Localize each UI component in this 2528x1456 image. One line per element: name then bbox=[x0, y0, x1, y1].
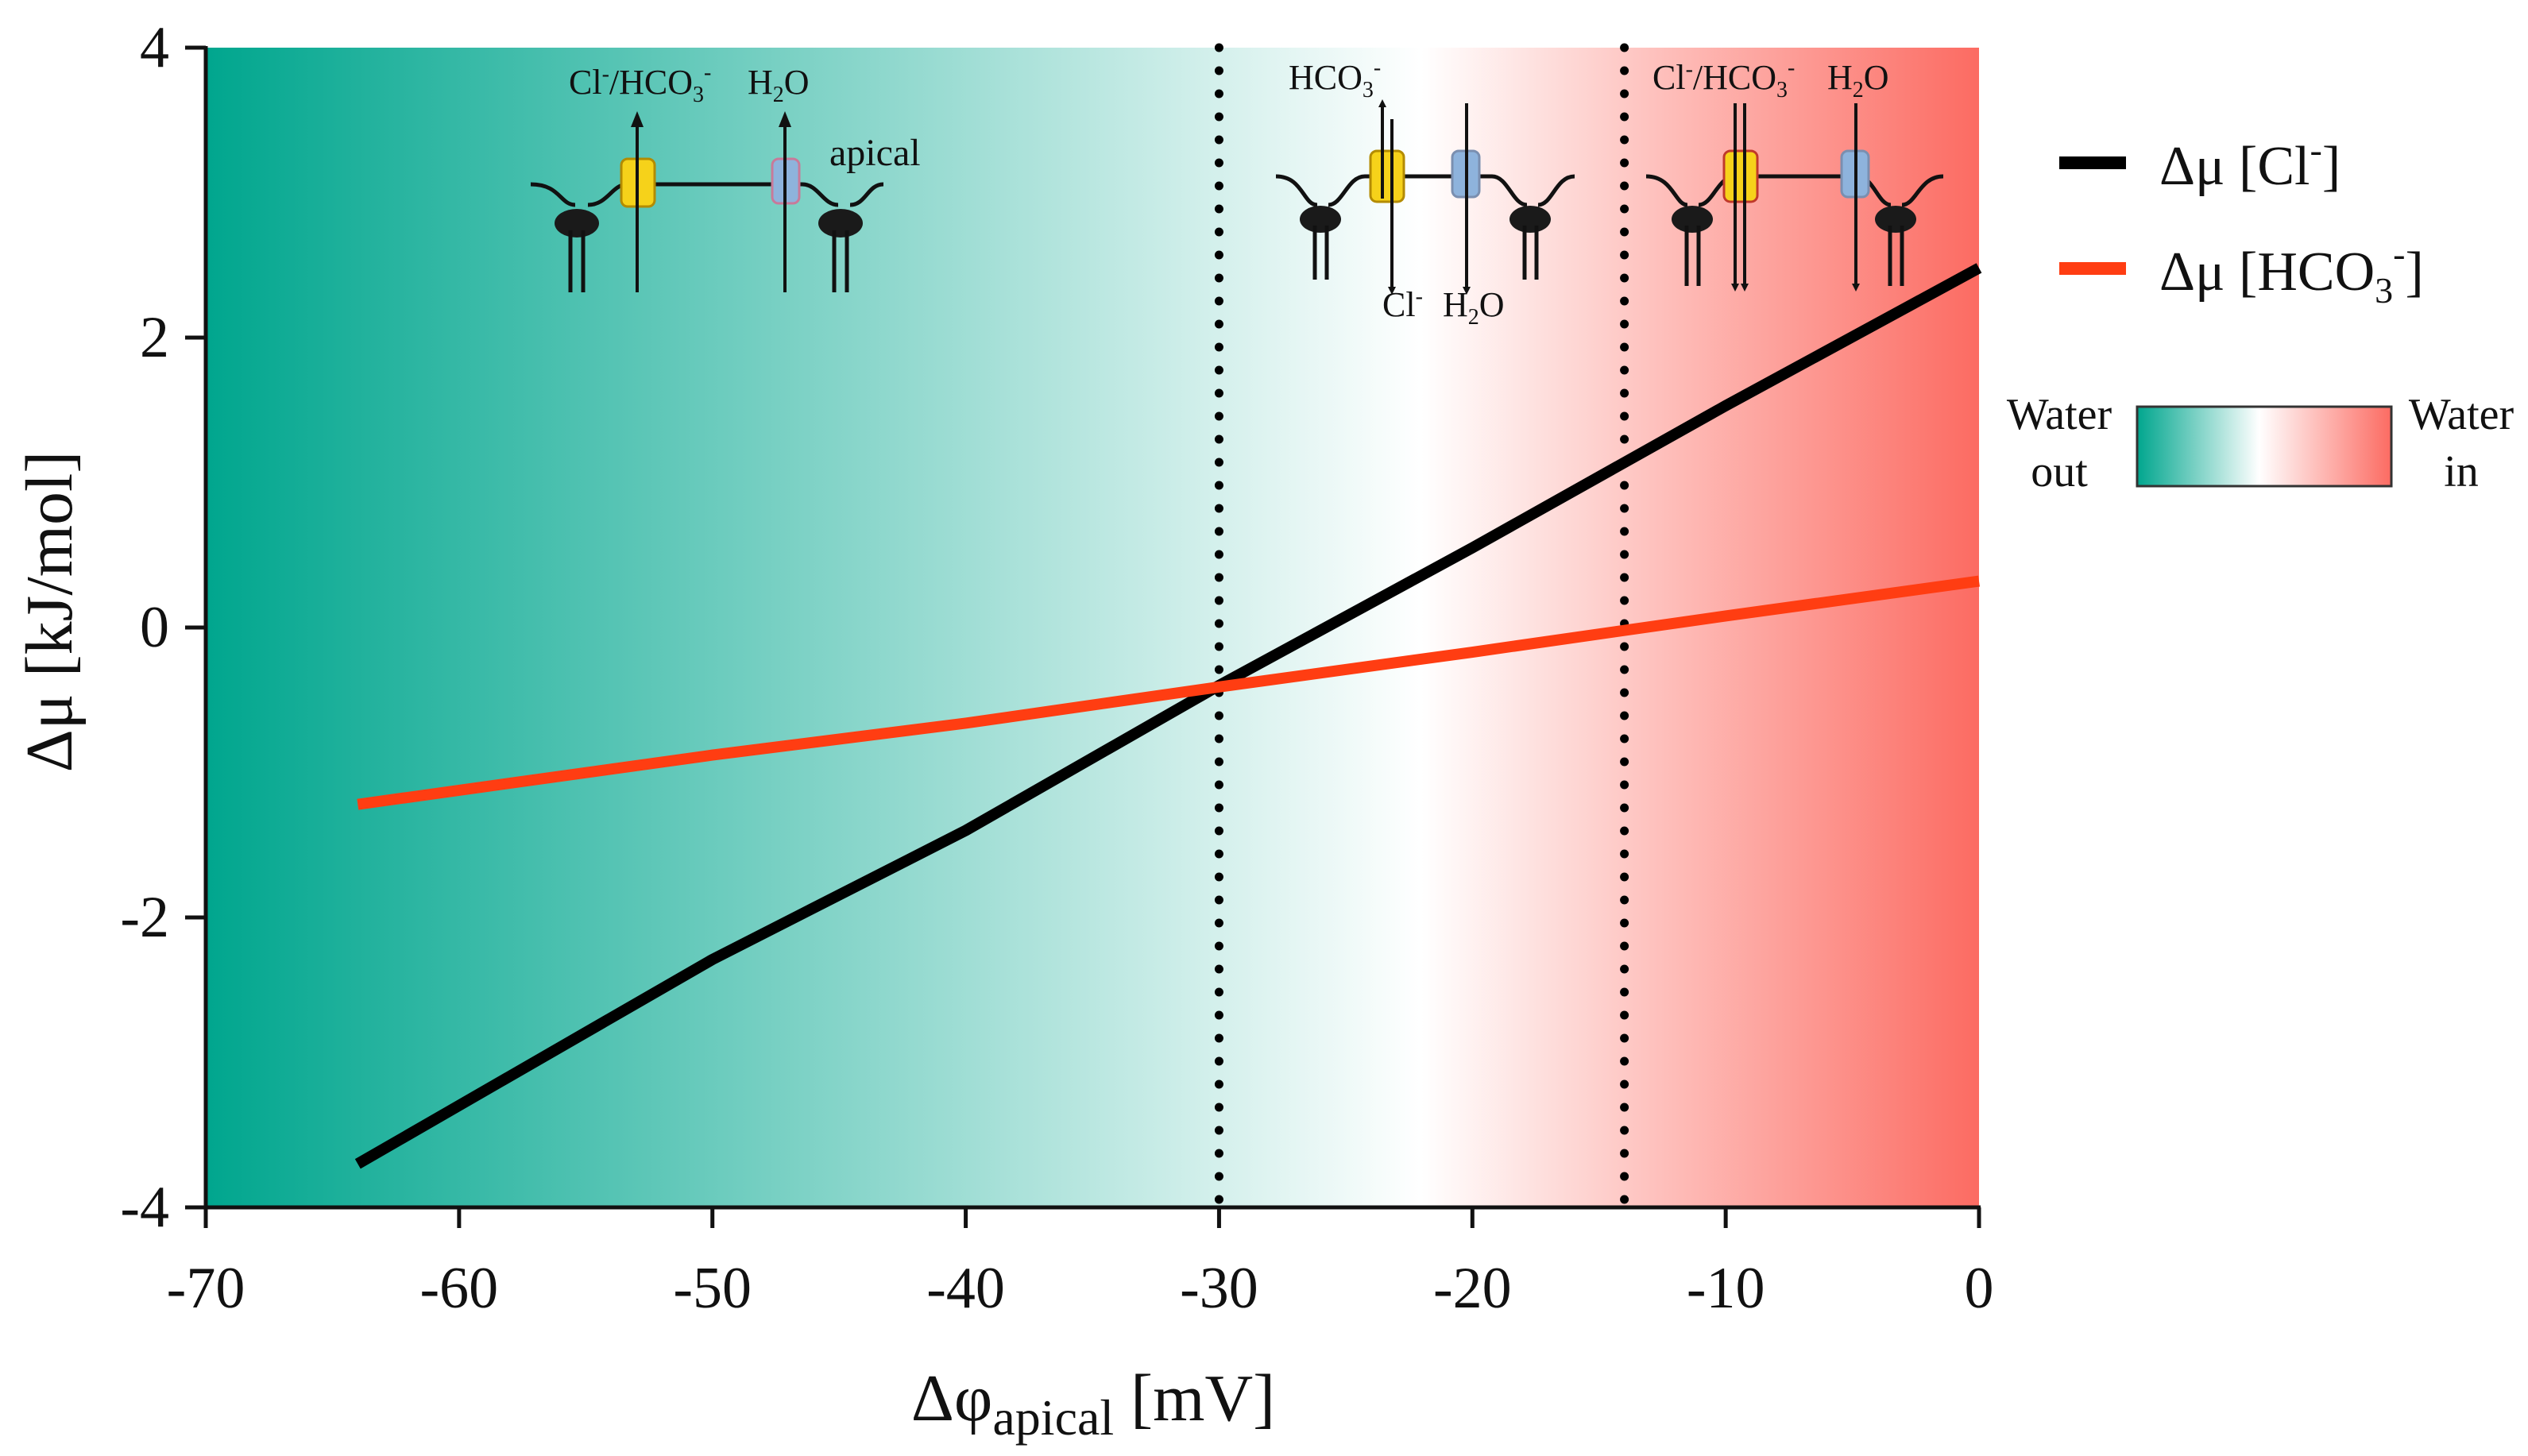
colorbar: Water out Water in bbox=[2007, 390, 2514, 496]
inset-middle-membrane bbox=[1328, 174, 1528, 207]
x-tick-label: -20 bbox=[1433, 1256, 1512, 1321]
inset-right-membrane bbox=[1645, 174, 1688, 207]
y-axis-label: Δμ [kJ/mol] bbox=[13, 451, 87, 773]
x-tick-label: -40 bbox=[926, 1256, 1005, 1321]
x-axis-label-base: Δφ bbox=[911, 1361, 993, 1435]
inset-middle-pump-right bbox=[1509, 206, 1551, 233]
legend-label-cl: Δμ [Cl-] bbox=[2159, 129, 2341, 197]
inset-left-hco3-sup: - bbox=[704, 60, 711, 85]
inset-right-label-clhco3: Cl-/HCO3- bbox=[1652, 56, 1795, 102]
inset-left-membrane bbox=[849, 182, 884, 207]
x-axis-label-unit: [mV] bbox=[1114, 1361, 1275, 1435]
x-ticks: -70 -60 -50 -40 -30 -20 -10 0 bbox=[167, 1207, 1994, 1321]
colorbar-right-label-line2: in bbox=[2444, 447, 2479, 496]
legend-hco3-suffix: ] bbox=[2405, 241, 2423, 303]
inset-left-cl-sup: - bbox=[602, 62, 609, 87]
inset-left-membrane bbox=[587, 182, 839, 207]
series-line-hco3- bbox=[357, 575, 1980, 810]
inset-middle-h-text: H bbox=[1443, 285, 1468, 324]
series-layer bbox=[354, 263, 1982, 1169]
x-tick-label: -60 bbox=[420, 1256, 499, 1321]
plot-background bbox=[206, 48, 1979, 1207]
x-tick-label: 0 bbox=[1965, 1256, 1994, 1321]
colorbar-left-label-line2: out bbox=[2031, 447, 2088, 496]
inset-middle-h2o-sub: 2 bbox=[1468, 305, 1479, 330]
inset-middle-hco3-sub: 3 bbox=[1363, 78, 1374, 102]
inset-middle-pump-left bbox=[1300, 206, 1341, 233]
transport-insets: Cl-/HCO3- H2O apical HCO3- Cl- H2O bbox=[530, 56, 1944, 330]
inset-middle: HCO3- Cl- H2O bbox=[1275, 56, 1575, 330]
x-tick-label: -10 bbox=[1687, 1256, 1765, 1321]
inset-right-pump-right bbox=[1875, 206, 1916, 233]
inset-middle-membrane bbox=[1275, 174, 1318, 207]
inset-right-h-text: H bbox=[1827, 58, 1853, 97]
inset-left-hco3-text: /HCO bbox=[609, 63, 693, 102]
legend-cl-suffix: ] bbox=[2322, 136, 2341, 197]
legend-label-hco3: Δμ [HCO3-] bbox=[2159, 234, 2424, 311]
inset-left: Cl-/HCO3- H2O apical bbox=[530, 60, 921, 292]
y-tick-label: 4 bbox=[140, 15, 169, 80]
legend: Δμ [Cl-] Δμ [HCO3-] bbox=[2059, 129, 2424, 311]
x-tick-label: -50 bbox=[673, 1256, 752, 1321]
inset-middle-membrane bbox=[1537, 174, 1575, 207]
inset-left-label-clhco3: Cl-/HCO3- bbox=[569, 60, 711, 107]
inset-right-h2o-sub: 2 bbox=[1853, 78, 1864, 102]
legend-hco3-sup: - bbox=[2393, 234, 2405, 274]
legend-cl-sup: - bbox=[2310, 129, 2322, 170]
inset-right-cl-text: Cl bbox=[1652, 58, 1686, 97]
inset-right-label-h2o: H2O bbox=[1827, 58, 1889, 102]
colorbar-right-label-line1: Water bbox=[2409, 390, 2514, 439]
inset-left-apical-label: apical bbox=[829, 132, 921, 174]
inset-right-cl-sup: - bbox=[1686, 57, 1693, 82]
inset-left-pump-right bbox=[818, 209, 863, 238]
inset-right-membrane bbox=[1698, 174, 1892, 207]
y-tick-label: 0 bbox=[140, 595, 169, 660]
inset-right-hco3-text: /HCO bbox=[1693, 58, 1776, 97]
inset-middle-hco3-sup: - bbox=[1374, 56, 1381, 80]
inset-middle-label-hco3: HCO3- bbox=[1289, 56, 1381, 102]
colorbar-left-label-line1: Water bbox=[2007, 390, 2112, 439]
x-axis-label: Δφapical [mV] bbox=[911, 1361, 1275, 1446]
inset-middle-cl-text: Cl bbox=[1382, 285, 1416, 324]
inset-middle-label-cl: Cl- bbox=[1382, 284, 1423, 324]
inset-right-hco3-sup: - bbox=[1788, 56, 1795, 80]
inset-left-h-text: H bbox=[748, 63, 773, 102]
inset-middle-o-text: O bbox=[1479, 285, 1505, 324]
y-tick-label: -4 bbox=[120, 1175, 169, 1240]
inset-left-hco3-sub: 3 bbox=[693, 83, 704, 107]
inset-left-h2o-sub: 2 bbox=[773, 83, 784, 107]
inset-left-label-h2o: H2O bbox=[748, 63, 810, 107]
inset-middle-cl-sup: - bbox=[1416, 284, 1423, 309]
inset-right-membrane bbox=[1901, 174, 1944, 207]
inset-left-o-text: O bbox=[784, 63, 810, 102]
inset-right-o-text: O bbox=[1864, 58, 1889, 97]
inset-middle-hco3-text: HCO bbox=[1289, 58, 1363, 97]
inset-right-channel-yellow bbox=[1722, 149, 1759, 203]
inset-right-hco3-sub: 3 bbox=[1776, 78, 1788, 102]
legend-hco3-prefix: Δμ [HCO bbox=[2159, 241, 2375, 303]
inset-left-pump-left bbox=[555, 209, 599, 238]
y-ticks: -4 -2 0 2 4 bbox=[120, 15, 206, 1240]
inset-right-pump-left bbox=[1672, 206, 1713, 233]
inset-right: Cl-/HCO3- H2O bbox=[1645, 56, 1944, 292]
y-tick-label: 2 bbox=[140, 305, 169, 370]
inset-left-membrane bbox=[530, 182, 576, 207]
x-tick-label: -70 bbox=[167, 1256, 245, 1321]
x-tick-label: -30 bbox=[1180, 1256, 1258, 1321]
colorbar-bar bbox=[2136, 405, 2393, 488]
y-tick-label: -2 bbox=[120, 885, 169, 950]
inset-middle-label-h2o: H2O bbox=[1443, 285, 1505, 330]
inset-middle-channel-yellow bbox=[1369, 149, 1405, 203]
legend-hco3-sub: 3 bbox=[2375, 270, 2393, 311]
legend-cl-prefix: Δμ [Cl bbox=[2159, 136, 2310, 197]
x-axis-label-sub: apical bbox=[992, 1389, 1114, 1446]
